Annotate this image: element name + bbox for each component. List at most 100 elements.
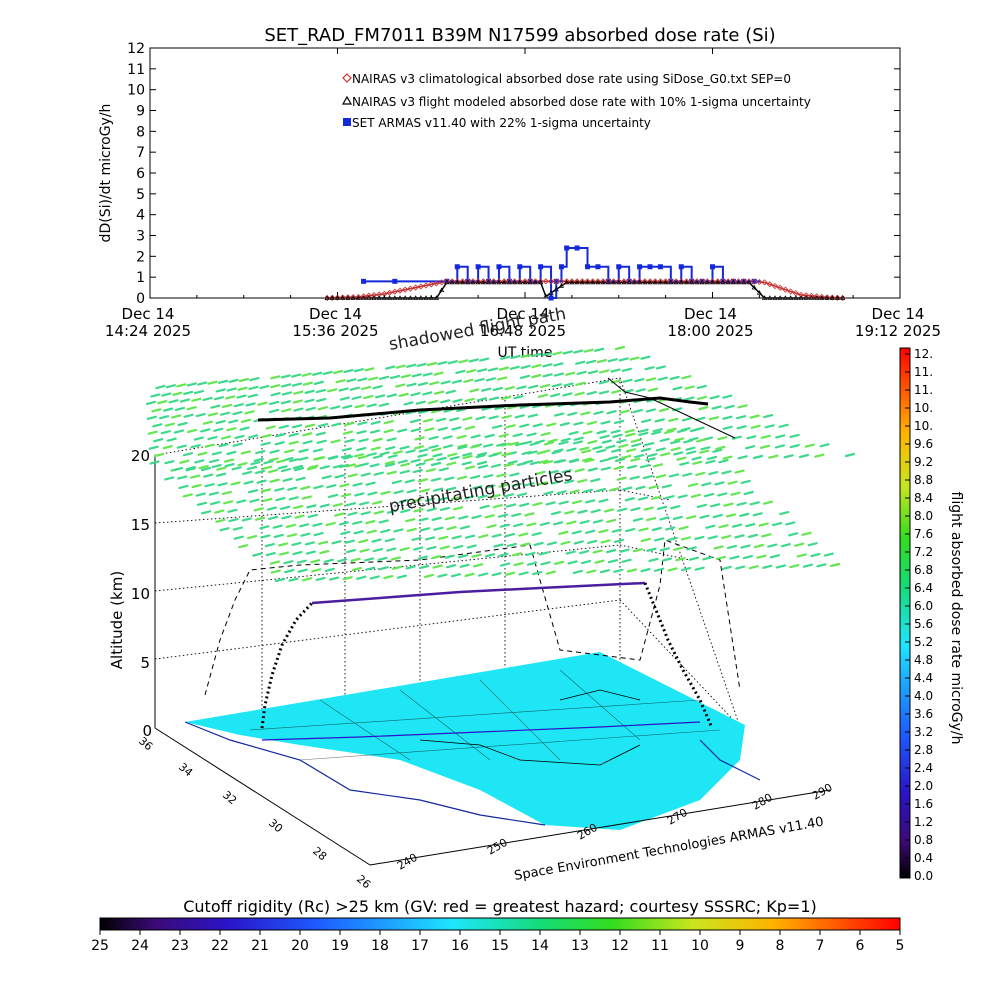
particle-mark: [400, 374, 411, 379]
particle-mark: [422, 372, 433, 377]
particle-mark: [410, 427, 421, 433]
particle-mark: [424, 497, 435, 502]
particle-mark: [598, 380, 610, 385]
particle-mark: [707, 535, 718, 540]
particle-mark: [262, 497, 273, 503]
particle-mark: [587, 539, 598, 545]
x-tick-label: Dec 14: [122, 305, 175, 323]
particle-mark: [632, 548, 644, 553]
particle-mark: [444, 554, 455, 559]
particle-mark: [313, 484, 324, 490]
particle-mark: [462, 455, 473, 460]
particle-mark: [327, 455, 339, 460]
particle-mark: [462, 452, 473, 457]
particle-mark: [737, 455, 748, 460]
particle-mark: [531, 364, 542, 369]
data-point-nairas-clim: [797, 291, 805, 298]
particle-mark: [606, 518, 617, 523]
particle-mark: [599, 569, 610, 574]
z-tick-label: 5: [140, 654, 150, 672]
particle-mark: [356, 430, 367, 435]
dose-colorbar-tick-label: 7.2: [914, 545, 933, 559]
particle-mark: [608, 455, 619, 460]
data-point-armas: [392, 278, 398, 284]
particle-mark: [209, 500, 221, 506]
data-point-armas: [647, 264, 653, 270]
particle-mark: [219, 527, 230, 532]
particle-mark: [659, 516, 670, 521]
particle-mark: [626, 568, 638, 573]
dose-colorbar-tick-label: 4.8: [914, 653, 933, 667]
particle-mark: [366, 403, 377, 408]
particle-mark: [269, 449, 280, 454]
particle-mark: [151, 408, 162, 413]
particle-mark: [721, 565, 732, 571]
particle-mark: [378, 566, 389, 571]
particle-mark: [670, 447, 681, 452]
rigidity-colorbar-tick-label: 18: [371, 938, 389, 954]
rigidity-colorbar-tick-label: 25: [91, 938, 109, 954]
particle-mark: [254, 516, 266, 521]
particle-mark: [233, 403, 244, 408]
particle-mark: [703, 492, 715, 498]
particle-mark: [436, 456, 447, 462]
particle-mark: [276, 459, 287, 464]
particle-mark: [179, 398, 191, 403]
particle-mark: [437, 496, 449, 502]
particle-mark: [237, 462, 248, 467]
dose-colorbar: 0.0 0.4 0.8 1.2 1.6 2.0 2.4 2.8 3.2 3.6 4.0 4.4 4.8 5…: [899, 347, 964, 883]
particle-mark: [400, 508, 411, 514]
particle-mark: [211, 463, 222, 469]
data-point-nairas-flight: [324, 295, 330, 300]
particle-mark: [341, 447, 352, 452]
particle-mark: [157, 400, 168, 405]
particle-mark: [501, 452, 512, 457]
particle-mark: [207, 380, 218, 385]
data-point-nairas-flight: [334, 295, 341, 300]
rigidity-colorbar-tick-label: 22: [211, 938, 229, 954]
particle-mark: [479, 357, 490, 362]
particle-mark: [456, 407, 467, 413]
particle-mark: [635, 388, 646, 393]
particle-mark: [323, 558, 334, 563]
particle-mark: [819, 443, 830, 448]
particle-mark: [572, 440, 584, 445]
particle-mark: [688, 556, 700, 561]
particle-mark: [295, 476, 306, 482]
particle-mark: [594, 347, 605, 352]
particle-mark: [248, 385, 259, 391]
particle-mark: [640, 355, 651, 360]
particle-mark: [270, 384, 281, 389]
particle-mark: [483, 443, 494, 448]
particle-mark: [215, 419, 226, 425]
particle-mark: [363, 394, 374, 400]
particle-mark: [494, 405, 505, 411]
particle-mark: [702, 556, 713, 561]
particle-mark: [771, 521, 783, 527]
particle-mark: [221, 490, 232, 495]
particle-mark: [312, 371, 323, 376]
particle-mark: [399, 445, 410, 450]
data-point-nairas-clim: [751, 278, 758, 285]
particle-mark: [250, 461, 261, 466]
particle-mark: [232, 442, 243, 447]
particle-mark: [319, 549, 330, 555]
particle-mark: [397, 459, 408, 464]
particle-mark: [249, 498, 260, 503]
particle-mark: [464, 572, 475, 577]
particle-mark: [457, 443, 468, 449]
particle-mark: [624, 497, 635, 502]
particle-mark: [164, 476, 175, 481]
particle-mark: [179, 459, 190, 464]
particle-mark: [281, 391, 293, 396]
particle-mark: [593, 410, 604, 415]
data-point-nairas-clim: [834, 294, 841, 301]
data-point-nairas-flight: [808, 295, 815, 300]
particle-mark: [302, 381, 313, 386]
particle-mark: [774, 444, 785, 449]
z-tick-label: 20: [131, 447, 150, 465]
particle-mark: [668, 417, 679, 422]
particle-mark: [280, 374, 291, 379]
particle-mark: [233, 535, 244, 540]
particle-mark: [512, 432, 523, 438]
